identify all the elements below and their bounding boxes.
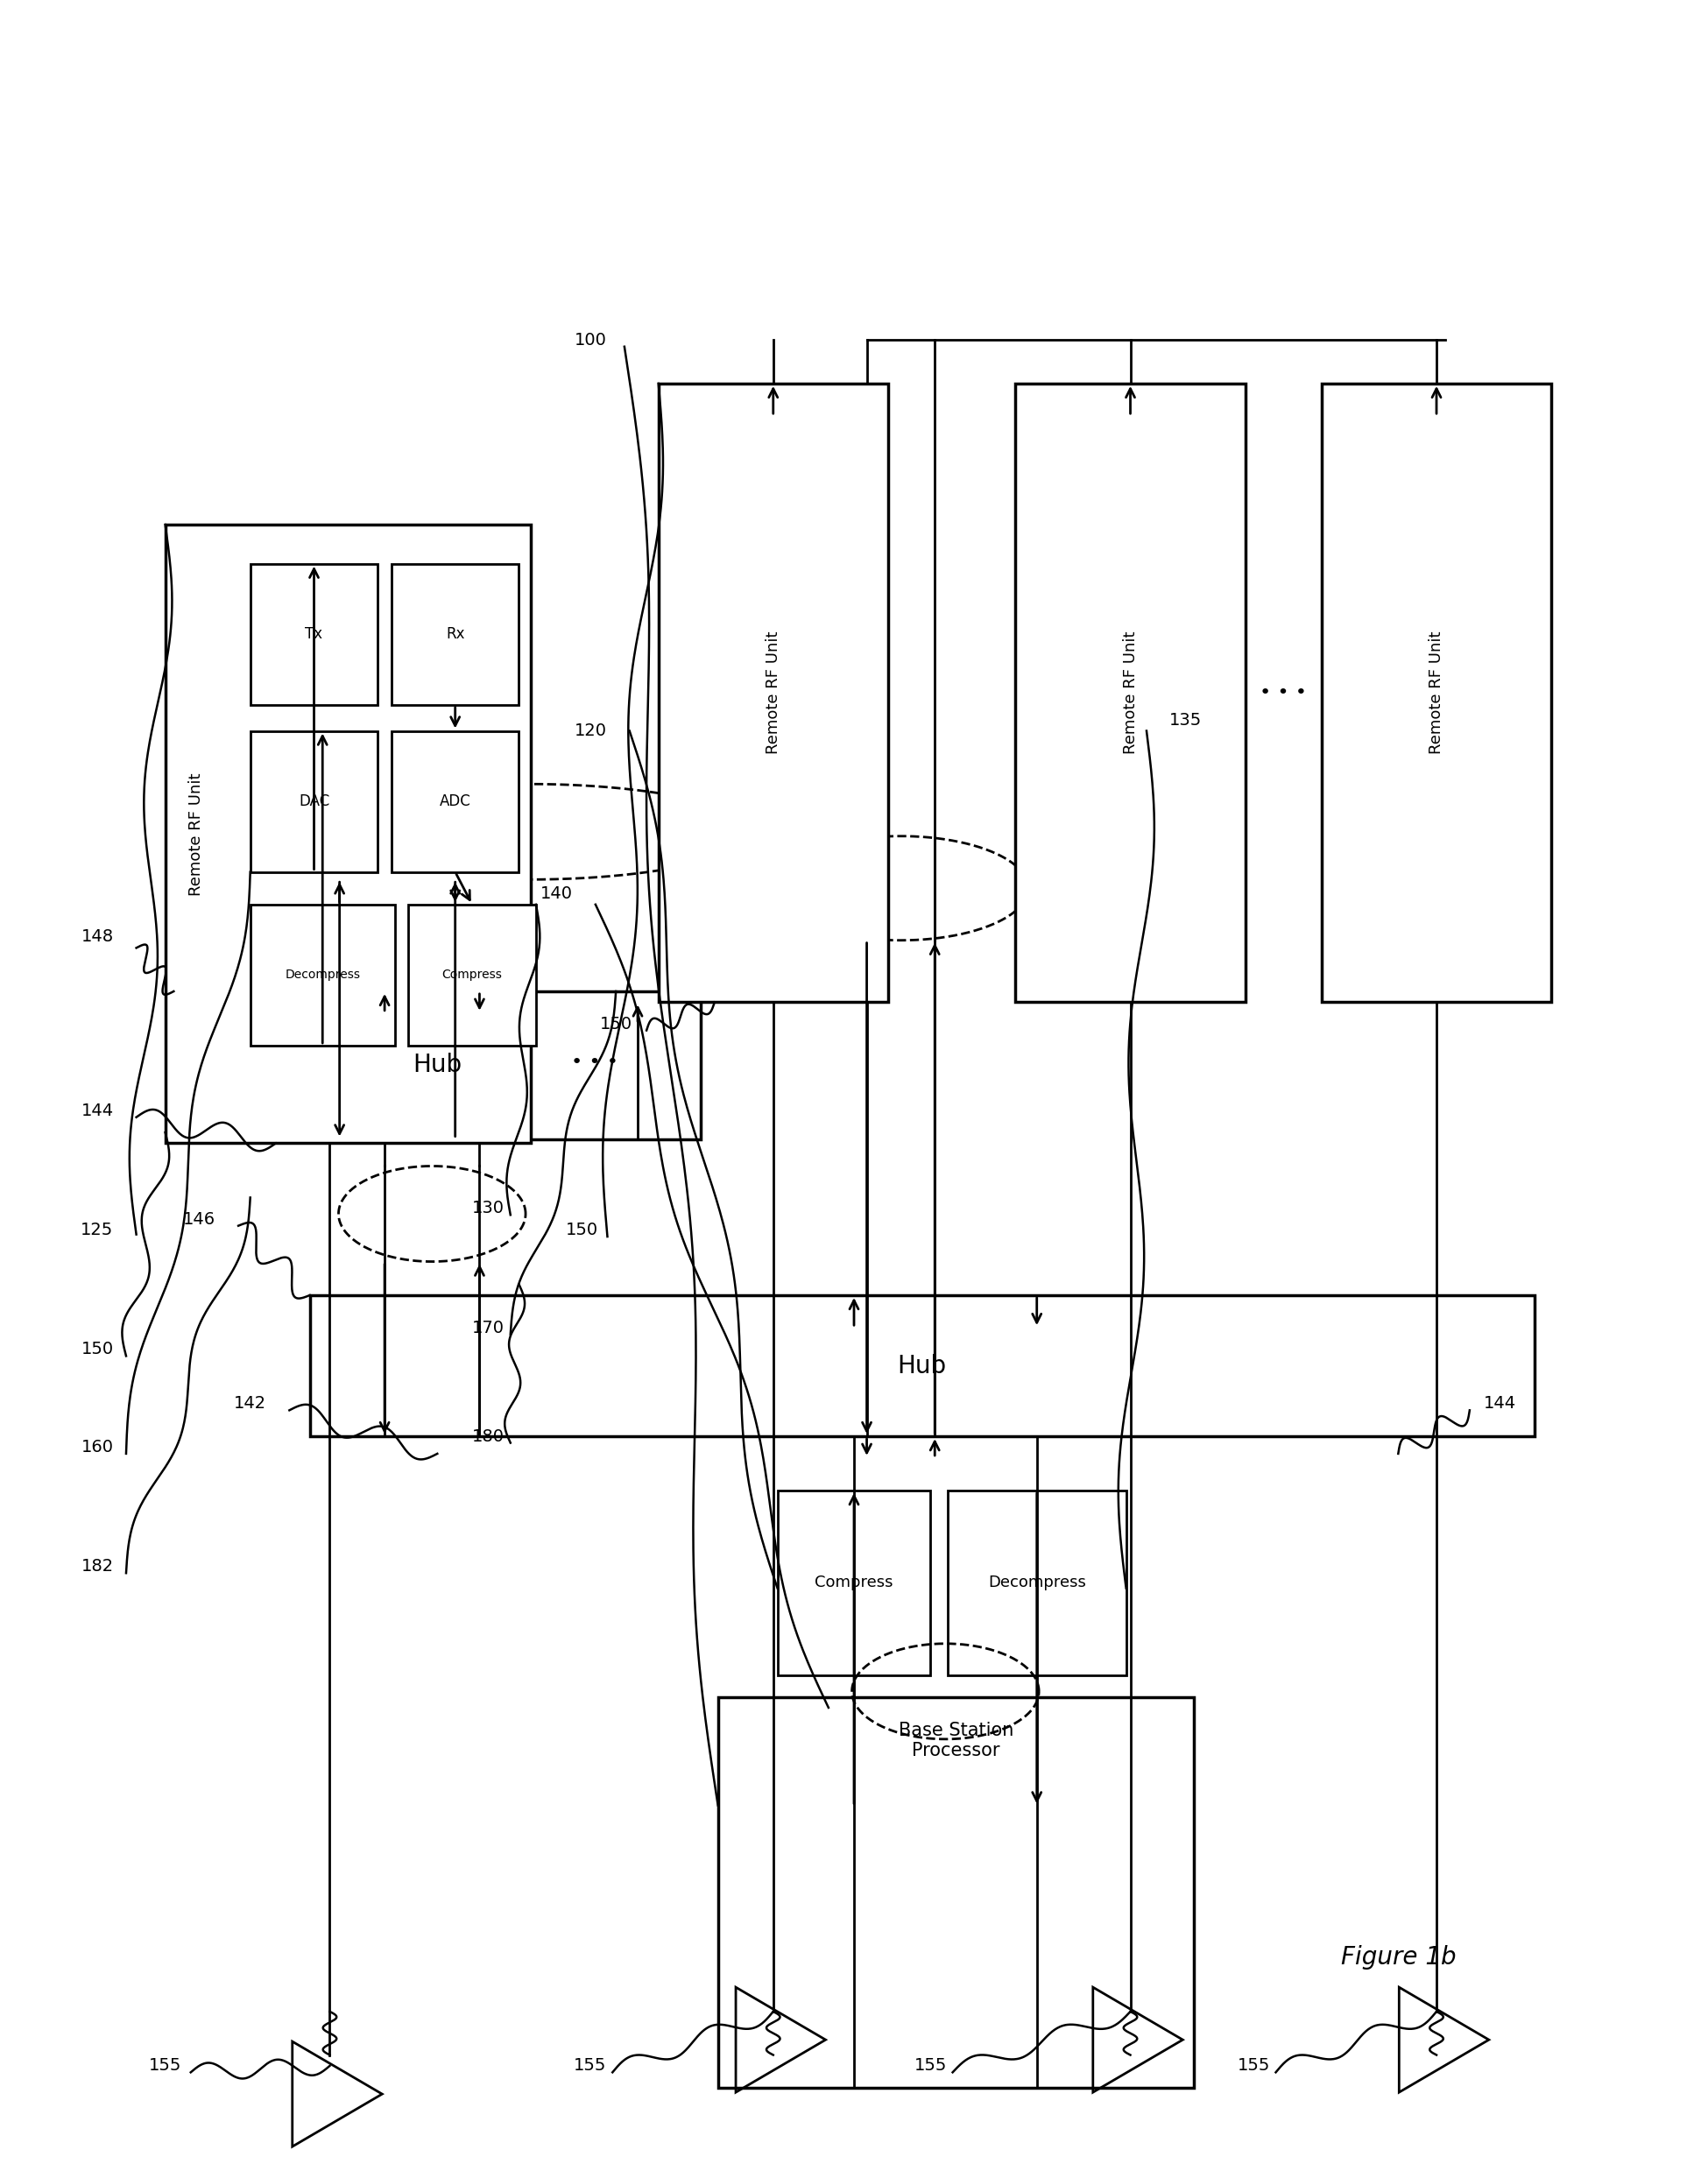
Text: Rx: Rx — [446, 627, 465, 643]
Bar — [391, 564, 519, 706]
Text: Hub: Hub — [897, 1353, 946, 1379]
Bar — [174, 991, 700, 1139]
Bar — [251, 732, 377, 871]
Text: Remote RF Unit: Remote RF Unit — [1122, 632, 1138, 754]
Text: Decompress: Decompress — [987, 1575, 1086, 1590]
Bar — [717, 1697, 1194, 2087]
Text: 155: 155 — [574, 2058, 606, 2073]
Bar — [309, 1296, 1534, 1435]
Bar — [948, 1490, 1126, 1675]
Text: 144: 144 — [1484, 1396, 1517, 1411]
Text: 155: 155 — [1237, 2058, 1271, 2073]
Bar — [658, 383, 888, 1002]
Text: 148: 148 — [80, 928, 113, 945]
Text: 135: 135 — [1170, 712, 1202, 727]
Text: 146: 146 — [183, 1211, 215, 1228]
Text: 160: 160 — [80, 1440, 113, 1455]
Text: Compress: Compress — [815, 1575, 893, 1590]
Text: 142: 142 — [234, 1396, 266, 1411]
Text: 140: 140 — [540, 884, 572, 902]
Text: Hub: Hub — [413, 1052, 461, 1078]
Bar — [251, 904, 395, 1045]
Text: 150: 150 — [80, 1342, 113, 1357]
Text: 170: 170 — [471, 1320, 504, 1335]
Text: Remote RF Unit: Remote RF Unit — [765, 632, 781, 754]
Bar — [777, 1490, 931, 1675]
Text: 130: 130 — [471, 1200, 504, 1218]
Bar — [1016, 383, 1245, 1002]
Bar — [1322, 383, 1551, 1002]
Text: 100: 100 — [574, 331, 606, 348]
Text: Figure 1b: Figure 1b — [1341, 1945, 1455, 1969]
Text: 125: 125 — [80, 1222, 113, 1239]
Text: • • •: • • • — [570, 1054, 618, 1072]
Text: 180: 180 — [471, 1429, 504, 1444]
Text: 155: 155 — [149, 2058, 181, 2073]
Text: Base Station
Processor: Base Station Processor — [898, 1721, 1013, 1760]
Bar — [251, 564, 377, 706]
Text: Remote RF Unit: Remote RF Unit — [1428, 632, 1445, 754]
Text: Decompress: Decompress — [285, 969, 360, 980]
Text: Compress: Compress — [442, 969, 502, 980]
Text: • • •: • • • — [1261, 684, 1307, 701]
Text: Tx: Tx — [306, 627, 323, 643]
Text: 150: 150 — [565, 1222, 598, 1239]
Text: ADC: ADC — [439, 793, 471, 810]
Text: 155: 155 — [914, 2058, 946, 2073]
Text: 150: 150 — [600, 1015, 632, 1032]
Bar — [391, 732, 519, 871]
Text: DAC: DAC — [299, 793, 330, 810]
Bar — [408, 904, 536, 1045]
Text: 144: 144 — [80, 1102, 113, 1119]
Text: Remote RF Unit: Remote RF Unit — [188, 773, 203, 895]
Text: 120: 120 — [574, 723, 606, 738]
Bar — [166, 525, 531, 1143]
Text: 182: 182 — [80, 1557, 113, 1575]
